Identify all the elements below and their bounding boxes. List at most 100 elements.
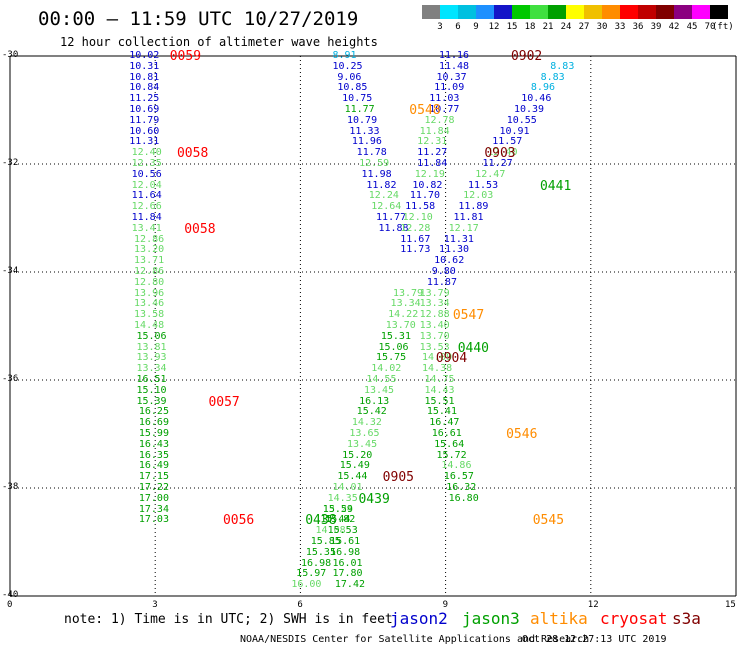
color-ramp-label: 3 — [437, 22, 443, 32]
color-ramp-label: 15 — [506, 22, 518, 32]
wave-height-value: 11.31 — [443, 233, 474, 245]
color-ramp-label: 24 — [560, 22, 572, 32]
wave-height-value: 11.64 — [131, 190, 162, 202]
wave-height-value: 12.86 — [134, 266, 165, 277]
wave-height-value: 15.59 — [322, 503, 353, 515]
wave-height-value: 15.49 — [339, 460, 370, 472]
wave-height-value: 11.25 — [129, 93, 160, 105]
wave-height-value: 14.43 — [424, 384, 455, 396]
color-ramp-label: 42 — [668, 22, 680, 32]
wave-height-value: 16.47 — [429, 417, 460, 429]
wave-height-value: 8.96 — [530, 82, 555, 94]
x-tick-label: 15 — [725, 600, 736, 610]
color-ramp-swatch — [548, 5, 566, 19]
color-ramp-label: 18 — [524, 22, 536, 32]
wave-height-value: 11.27 — [482, 158, 513, 169]
track-time-label: 0902 — [510, 49, 543, 64]
wave-height-value: 12.88 — [419, 309, 450, 321]
wave-height-value: 9.06 — [337, 71, 362, 83]
legend-item-altika: altika — [530, 609, 588, 628]
wave-height-value: 11.82 — [366, 179, 397, 191]
wave-height-value: 12.28 — [400, 222, 431, 234]
wave-height-value: 13.34 — [419, 298, 450, 310]
track-time-label: 0058 — [176, 146, 209, 162]
color-ramp-label: 45 — [686, 22, 698, 32]
wave-height-value: 16.13 — [359, 395, 390, 407]
wave-height-value: 13.71 — [134, 255, 165, 267]
wave-height-value: 15.72 — [436, 449, 467, 461]
color-ramp-label: 6 — [455, 22, 461, 32]
wave-height-value: 12.66 — [131, 201, 162, 213]
wave-height-value: 10.55 — [506, 114, 537, 126]
wave-height-value: 12.24 — [368, 190, 399, 202]
color-ramp-label: 39 — [650, 22, 662, 32]
wave-height-value: 10.56 — [131, 168, 162, 180]
wave-height-value: 10.91 — [499, 125, 530, 137]
wave-height-value: 13.53 — [419, 341, 450, 353]
wave-height-value: 13.70 — [385, 320, 416, 331]
wave-height-value: 14.35 — [327, 492, 358, 504]
wave-height-value: 11.84 — [419, 125, 450, 137]
color-ramp-label: 21 — [542, 22, 554, 32]
wave-height-value: 10.77 — [429, 104, 460, 115]
wave-height-value: 13.20 — [134, 244, 165, 256]
map-subtitle: 12 hour collection of altimeter wave hei… — [60, 35, 378, 49]
track-time-label: 0056 — [222, 513, 255, 529]
color-ramp-swatch — [458, 5, 476, 19]
track-time-label: 0057 — [208, 394, 240, 410]
wave-height-value: 11.31 — [129, 136, 160, 148]
wave-height-value: 10.82 — [412, 179, 443, 191]
wave-height-value: 11.77 — [376, 212, 407, 223]
wave-height-value: 11.84 — [417, 158, 448, 169]
wave-height-value: 11.81 — [453, 212, 484, 223]
wave-height-value: 15.20 — [342, 449, 373, 461]
wave-height-value: 16.51 — [136, 374, 167, 385]
wave-height-value: 13.96 — [134, 287, 165, 299]
wave-height-value: 11.58 — [405, 201, 436, 213]
wave-height-value: 12.35 — [131, 158, 162, 169]
x-tick-label: 6 — [297, 600, 303, 610]
wave-height-value: 15.44 — [320, 514, 351, 526]
color-ramp-swatch — [566, 5, 584, 19]
y-tick-label: -40 — [2, 590, 19, 600]
wave-height-value: 11.57 — [492, 136, 523, 148]
wave-height-value: 16.43 — [138, 438, 169, 450]
wave-height-value: 15.64 — [434, 438, 465, 450]
wave-height-value: 11.78 — [356, 147, 387, 159]
color-ramp-swatch — [422, 5, 440, 19]
y-tick-label: -38 — [2, 482, 19, 492]
wave-height-value: 14.02 — [371, 363, 402, 375]
wave-height-value: 13.58 — [134, 309, 165, 321]
wave-height-value: 13.79 — [392, 287, 424, 299]
track-time-label: 0905 — [382, 470, 414, 486]
y-tick-label: -32 — [2, 158, 19, 168]
wave-height-value: 12.86 — [134, 233, 165, 245]
color-ramp-label: 33 — [614, 22, 626, 32]
x-tick-label: 0 — [7, 600, 13, 610]
wave-height-value: 15.97 — [296, 568, 327, 580]
wave-height-value: 9.80 — [431, 266, 456, 277]
wave-height-value: 12.19 — [414, 168, 445, 180]
track-time-label: 0903 — [484, 146, 516, 162]
wave-height-value: 12.04 — [131, 179, 162, 191]
wave-height-value: 13.34 — [390, 298, 421, 310]
color-ramp-swatch — [656, 5, 674, 19]
color-ramp-label: 70 — [704, 22, 716, 32]
y-tick-label: -34 — [2, 266, 19, 276]
wave-height-value: 15.42 — [356, 406, 387, 418]
wave-height-value: 16.98 — [301, 557, 332, 569]
track-time-label: 0440 — [457, 340, 489, 356]
wave-height-value: 17.03 — [138, 514, 169, 526]
wave-height-value: 11.79 — [129, 114, 160, 126]
wave-height-value: 12.40 — [131, 147, 162, 159]
wave-height-value: 13.24 — [322, 503, 353, 515]
wave-height-value: 14.75 — [424, 374, 455, 385]
wave-height-value: 11.67 — [400, 233, 431, 245]
wave-height-value: 12.03 — [463, 190, 494, 202]
wave-height-value: 14.22 — [388, 309, 419, 321]
wave-height-value: 14.08 — [315, 525, 346, 537]
wave-height-value: 10.79 — [347, 114, 378, 126]
color-ramp-swatch — [440, 5, 458, 19]
wave-height-value: 14.32 — [351, 417, 382, 429]
wave-height-value: 11.33 — [349, 125, 380, 137]
